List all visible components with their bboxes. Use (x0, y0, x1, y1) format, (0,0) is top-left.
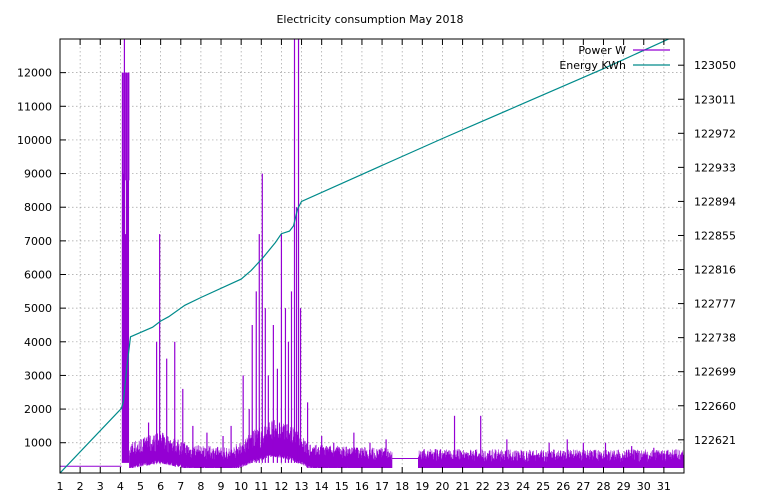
y-tick-label: 6000 (24, 269, 52, 282)
x-tick-label: 8 (197, 480, 204, 493)
x-axis: 1 2 3 4 5 6 7 8 9 10 11 12 13 14 15 16 17 18 19 20 21 22 23 24 2… (57, 39, 671, 493)
x-tick-label: 15 (335, 480, 349, 493)
x-tick-label: 20 (435, 480, 449, 493)
x-tick-label: 2 (77, 480, 84, 493)
x-tick-label: 12 (274, 480, 288, 493)
x-tick-label: 27 (576, 480, 590, 493)
power-noise-band (129, 420, 684, 468)
x-tick-label: 31 (657, 480, 671, 493)
y-tick-label: 12000 (17, 67, 52, 80)
chart-title: Electricity consumption May 2018 (276, 13, 463, 26)
x-tick-label: 1 (57, 480, 64, 493)
y-tick-label: 3000 (24, 369, 52, 382)
plot-series (60, 39, 684, 473)
y-tick-label: 11000 (17, 100, 52, 113)
y-tick-label: 4000 (24, 336, 52, 349)
y2-tick-label: 122777 (694, 298, 736, 311)
x-tick-label: 19 (415, 480, 429, 493)
x-tick-label: 14 (315, 480, 329, 493)
series-energy-kwh (60, 39, 671, 473)
x-tick-label: 6 (157, 480, 164, 493)
x-tick-label: 11 (254, 480, 268, 493)
y-tick-label: 1000 (24, 437, 52, 450)
grid (59, 39, 684, 473)
y2-tick-label: 122621 (694, 434, 736, 447)
y2-tick-label: 122894 (694, 195, 736, 208)
y-tick-label: 10000 (17, 134, 52, 147)
x-tick-label: 4 (117, 480, 124, 493)
x-tick-label: 7 (177, 480, 184, 493)
series-power-w (60, 39, 684, 468)
y-tick-label: 9000 (24, 168, 52, 181)
x-tick-label: 5 (137, 480, 144, 493)
x-tick-label: 13 (295, 480, 309, 493)
legend: Power W Energy KWh (559, 44, 670, 72)
x-tick-label: 24 (516, 480, 530, 493)
x-tick-label: 29 (617, 480, 631, 493)
y2-tick-label: 122699 (694, 366, 736, 379)
y2-tick-label: 122933 (694, 161, 736, 174)
y-tick-label: 5000 (24, 302, 52, 315)
x-tick-label: 18 (395, 480, 409, 493)
x-tick-label: 30 (637, 480, 651, 493)
y2-tick-label: 122972 (694, 127, 736, 140)
y-tick-label: 2000 (24, 403, 52, 416)
x-tick-label: 10 (234, 480, 248, 493)
x-tick-label: 17 (375, 480, 389, 493)
y2-tick-label: 122816 (694, 264, 736, 277)
x-tick-label: 23 (496, 480, 510, 493)
x-tick-label: 26 (556, 480, 570, 493)
x-tick-label: 28 (596, 480, 610, 493)
y2-tick-label: 122738 (694, 332, 736, 345)
y2-tick-label: 122660 (694, 400, 736, 413)
x-tick-label: 16 (355, 480, 369, 493)
power-spike-block (122, 72, 130, 181)
y2-tick-label: 123011 (694, 93, 736, 106)
y2-tick-label: 123050 (694, 59, 736, 72)
x-tick-label: 25 (536, 480, 550, 493)
y-axis-right: 122621 122660 122699 122738 122777 122816 1228… (678, 59, 736, 447)
y-axis-left: 1000 2000 3000 4000 5000 6000 7000 8000 9000 1000… (17, 67, 66, 450)
x-tick-label: 3 (97, 480, 104, 493)
x-tick-label: 22 (476, 480, 490, 493)
legend-label: Energy KWh (559, 59, 626, 72)
y-tick-label: 8000 (24, 201, 52, 214)
y2-tick-label: 122855 (694, 229, 736, 242)
x-tick-label: 9 (218, 480, 225, 493)
legend-label: Power W (578, 44, 626, 57)
y-tick-label: 7000 (24, 235, 52, 248)
x-tick-label: 21 (456, 480, 470, 493)
plot-frame (59, 38, 685, 474)
